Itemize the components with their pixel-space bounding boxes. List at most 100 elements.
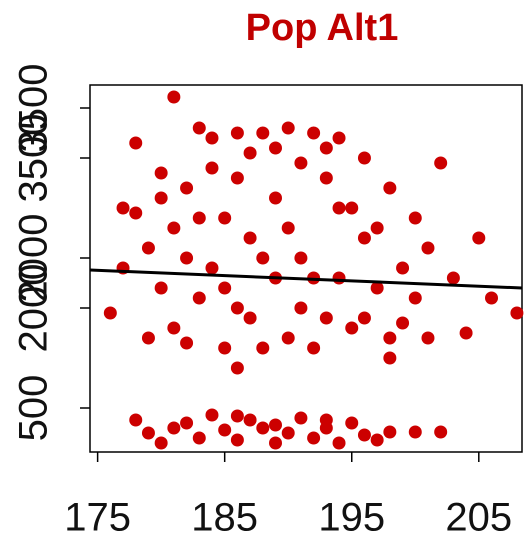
point: [319, 141, 333, 155]
point: [167, 321, 181, 335]
point: [434, 156, 448, 170]
point: [319, 413, 333, 427]
y-tick-label: 500: [12, 375, 56, 442]
point: [294, 251, 308, 265]
point: [218, 211, 232, 225]
point: [307, 431, 321, 445]
point: [281, 426, 295, 440]
point: [383, 181, 397, 195]
plot-frame: [89, 84, 523, 453]
point: [294, 411, 308, 425]
y-tick-label: 2000: [12, 214, 56, 303]
point: [269, 141, 283, 155]
point: [218, 341, 232, 355]
point: [256, 421, 270, 435]
point: [243, 231, 257, 245]
point: [396, 316, 410, 330]
point: [294, 156, 308, 170]
point: [332, 201, 346, 215]
point: [129, 413, 143, 427]
point: [357, 231, 371, 245]
point: [370, 221, 384, 235]
point: [345, 321, 359, 335]
point: [167, 221, 181, 235]
point: [154, 281, 168, 295]
x-tick-label: 175: [64, 496, 131, 540]
point: [256, 126, 270, 140]
point: [281, 221, 295, 235]
point: [332, 271, 346, 285]
point: [332, 436, 346, 450]
point: [446, 271, 460, 285]
point: [205, 131, 219, 145]
point: [167, 421, 181, 435]
point: [307, 341, 321, 355]
point: [319, 171, 333, 185]
y-tick-label: 3500: [12, 114, 56, 203]
point: [243, 311, 257, 325]
point: [116, 201, 130, 215]
point: [357, 311, 371, 325]
point: [192, 211, 206, 225]
point: [281, 331, 295, 345]
point: [459, 326, 473, 340]
point: [192, 291, 206, 305]
point: [383, 425, 397, 439]
point: [269, 418, 283, 432]
point: [408, 291, 422, 305]
point: [129, 136, 143, 150]
point: [370, 433, 384, 447]
point: [230, 126, 244, 140]
point: [357, 151, 371, 165]
point: [256, 251, 270, 265]
chart-title: Pop Alt1: [246, 7, 399, 49]
point: [357, 428, 371, 442]
point: [485, 291, 499, 305]
point: [218, 281, 232, 295]
point: [180, 336, 194, 350]
point: [154, 166, 168, 180]
point: [294, 301, 308, 315]
point: [205, 261, 219, 275]
point: [421, 331, 435, 345]
point: [129, 206, 143, 220]
y-tick-label: 3500: [12, 64, 56, 153]
point: [167, 90, 181, 104]
point: [180, 416, 194, 430]
point: [141, 331, 155, 345]
point: [421, 241, 435, 255]
trend-line: [89, 268, 523, 290]
point: [408, 211, 422, 225]
point: [141, 426, 155, 440]
x-tick-label: 205: [445, 496, 512, 540]
point: [192, 431, 206, 445]
point: [205, 408, 219, 422]
point: [472, 231, 486, 245]
x-tick-label: 185: [191, 496, 258, 540]
point: [383, 351, 397, 365]
point: [243, 413, 257, 427]
point: [269, 436, 283, 450]
point: [243, 146, 257, 160]
point: [281, 121, 295, 135]
point: [230, 171, 244, 185]
point: [307, 126, 321, 140]
y-tick-label: 2000: [12, 264, 56, 353]
point: [434, 425, 448, 439]
point: [154, 436, 168, 450]
point: [396, 261, 410, 275]
point: [180, 251, 194, 265]
point: [230, 361, 244, 375]
point: [408, 425, 422, 439]
point: [345, 416, 359, 430]
point: [205, 161, 219, 175]
point: [383, 331, 397, 345]
point: [218, 423, 232, 437]
point: [154, 191, 168, 205]
point: [510, 306, 524, 320]
point: [345, 201, 359, 215]
point: [141, 241, 155, 255]
point: [269, 191, 283, 205]
point: [319, 311, 333, 325]
